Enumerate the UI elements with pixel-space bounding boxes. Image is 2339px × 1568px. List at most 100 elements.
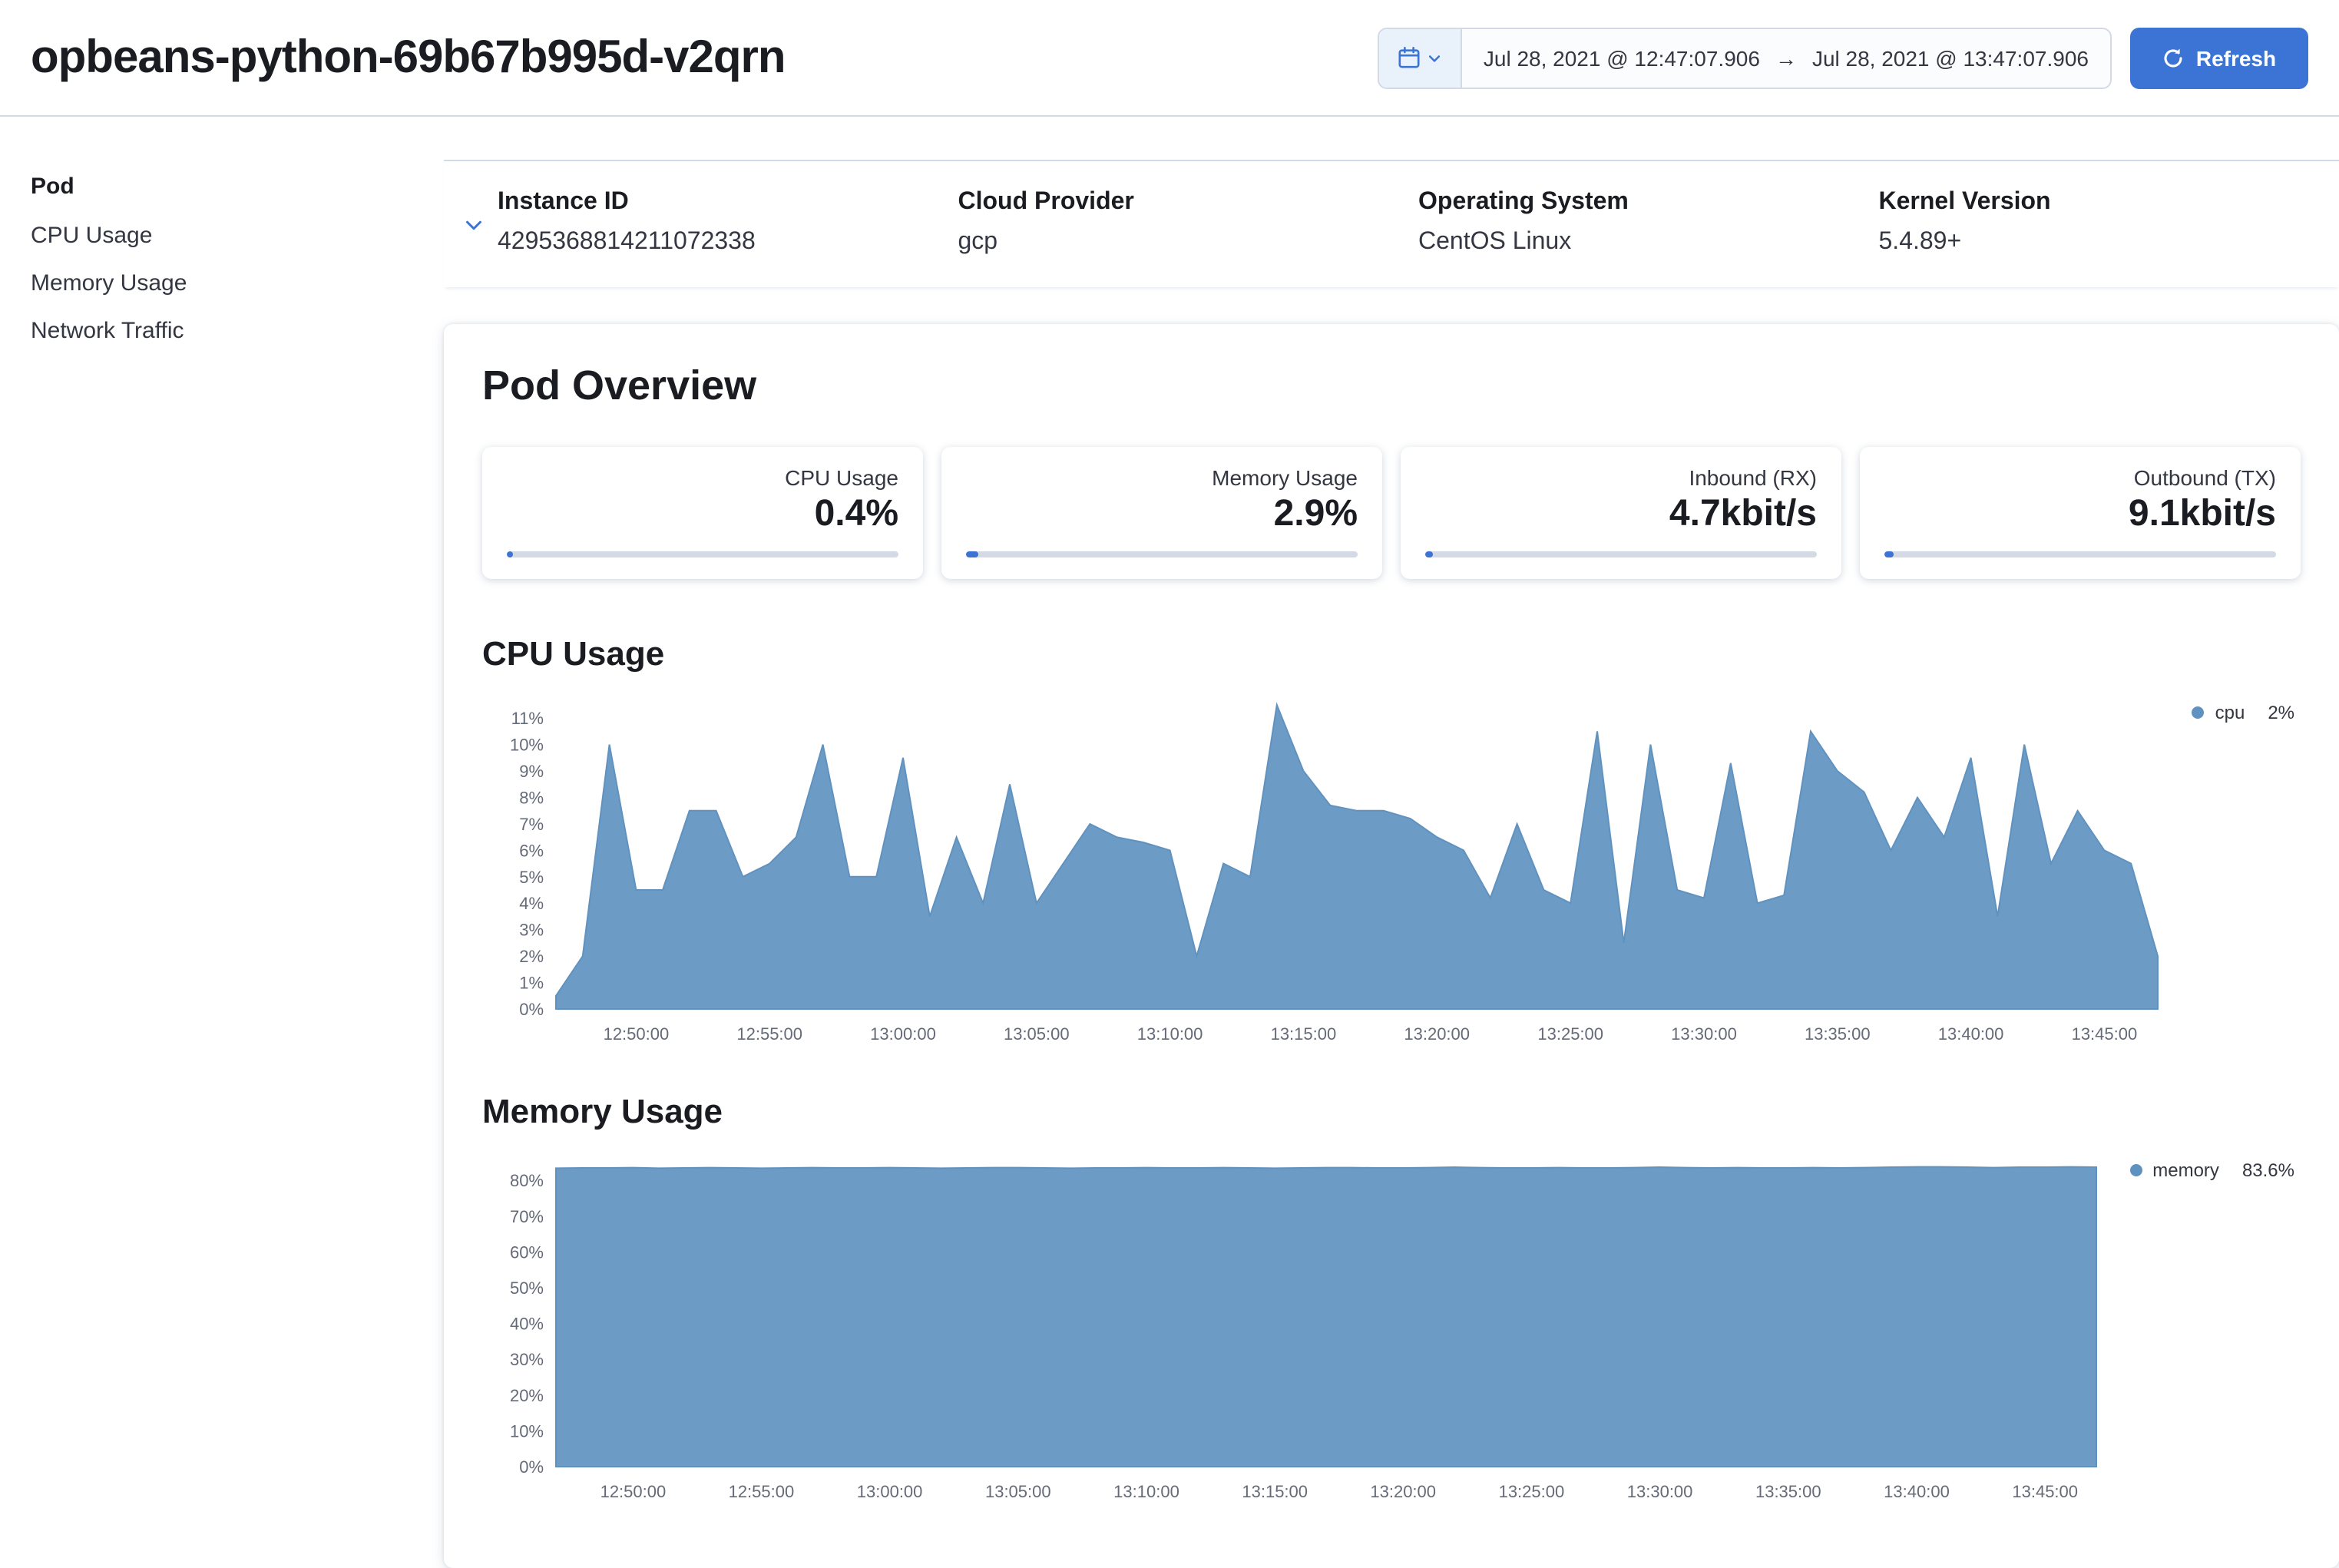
date-quick-select-button[interactable] <box>1379 28 1462 87</box>
metric-card-outbound-tx: Outbound (TX) 9.1kbit/s <box>1860 447 2301 579</box>
svg-text:9%: 9% <box>519 762 544 781</box>
cpu-usage-section-title: CPU Usage <box>482 634 2301 674</box>
sidebar-item-network-traffic[interactable]: Network Traffic <box>31 318 444 344</box>
metrics-row: CPU Usage 0.4% Memory Usage 2.9% Inbound… <box>482 447 2301 579</box>
metric-card-cpu-usage: CPU Usage 0.4% <box>482 447 923 579</box>
svg-text:4%: 4% <box>519 894 544 913</box>
metadata-value: gcp <box>958 229 1419 256</box>
svg-text:5%: 5% <box>519 868 544 887</box>
metric-label: CPU Usage <box>507 465 898 490</box>
svg-text:13:20:00: 13:20:00 <box>1370 1482 1436 1501</box>
metric-progress-bar <box>966 551 1358 557</box>
main-content: Instance ID 4295368814211072338 Cloud Pr… <box>444 117 2339 1568</box>
legend-series-value: 2% <box>2268 702 2294 723</box>
metric-label: Memory Usage <box>966 465 1358 490</box>
svg-text:12:55:00: 12:55:00 <box>736 1024 802 1044</box>
metadata-field-instance-id: Instance ID 4295368814211072338 <box>498 189 958 256</box>
refresh-icon <box>2162 47 2184 68</box>
date-range-arrow-icon: → <box>1775 45 1797 70</box>
start-date-button[interactable]: Jul 28, 2021 @ 12:47:07.906 <box>1484 45 1760 70</box>
sidebar: Pod CPU Usage Memory Usage Network Traff… <box>0 117 444 1568</box>
svg-text:13:30:00: 13:30:00 <box>1627 1482 1693 1501</box>
svg-text:10%: 10% <box>510 1421 544 1441</box>
page-header: opbeans-python-69b67b995d-v2qrn Jul 28, … <box>0 0 2339 117</box>
svg-text:13:25:00: 13:25:00 <box>1499 1482 1565 1501</box>
metadata-chevron-down-icon[interactable] <box>453 210 498 241</box>
svg-text:13:30:00: 13:30:00 <box>1671 1024 1737 1044</box>
svg-text:13:10:00: 13:10:00 <box>1113 1482 1179 1501</box>
svg-text:10%: 10% <box>510 736 544 755</box>
legend-series-value: 83.6% <box>2242 1159 2294 1181</box>
svg-text:13:25:00: 13:25:00 <box>1537 1024 1603 1044</box>
end-date-button[interactable]: Jul 28, 2021 @ 13:47:07.906 <box>1812 45 2089 70</box>
metadata-label: Cloud Provider <box>958 189 1419 217</box>
metric-label: Outbound (TX) <box>1884 465 2276 490</box>
metric-value: 9.1kbit/s <box>1884 493 2276 536</box>
svg-text:13:10:00: 13:10:00 <box>1137 1024 1203 1044</box>
metadata-value: CentOS Linux <box>1418 229 1879 256</box>
memory-chart-legend: memory 83.6% <box>2102 1153 2301 1181</box>
sidebar-item-cpu-usage[interactable]: CPU Usage <box>31 223 444 249</box>
metadata-field-kernel-version: Kernel Version 5.4.89+ <box>1879 189 2339 256</box>
metric-progress-fill <box>1425 551 1433 557</box>
chevron-down-icon <box>1427 50 1442 65</box>
metadata-field-cloud-provider: Cloud Provider gcp <box>958 189 1419 256</box>
svg-text:50%: 50% <box>510 1279 544 1298</box>
metric-label: Inbound (RX) <box>1425 465 1817 490</box>
svg-text:13:15:00: 13:15:00 <box>1242 1482 1308 1501</box>
memory-usage-section-title: Memory Usage <box>482 1092 2301 1132</box>
sidebar-heading-pod: Pod <box>31 174 444 200</box>
svg-text:1%: 1% <box>519 974 544 993</box>
metric-progress-bar <box>1425 551 1817 557</box>
metric-card-memory-usage: Memory Usage 2.9% <box>941 447 1382 579</box>
svg-text:13:15:00: 13:15:00 <box>1271 1024 1337 1044</box>
legend-dot-icon <box>2192 706 2205 719</box>
svg-text:80%: 80% <box>510 1171 544 1190</box>
svg-text:7%: 7% <box>519 815 544 834</box>
svg-text:13:45:00: 13:45:00 <box>2012 1482 2078 1501</box>
date-range-picker: Jul 28, 2021 @ 12:47:07.906 → Jul 28, 20… <box>1378 27 2112 88</box>
svg-text:13:05:00: 13:05:00 <box>1004 1024 1070 1044</box>
svg-text:70%: 70% <box>510 1207 544 1226</box>
svg-text:0%: 0% <box>519 1000 544 1019</box>
legend-series-name: cpu <box>2215 702 2245 723</box>
svg-text:12:55:00: 12:55:00 <box>729 1482 795 1501</box>
metadata-grid: Instance ID 4295368814211072338 Cloud Pr… <box>498 189 2339 256</box>
metric-progress-fill <box>966 551 978 557</box>
metadata-field-operating-system: Operating System CentOS Linux <box>1418 189 1879 256</box>
svg-text:11%: 11% <box>511 709 544 728</box>
metric-progress-fill <box>1884 551 1894 557</box>
svg-text:20%: 20% <box>510 1386 544 1405</box>
svg-text:12:50:00: 12:50:00 <box>604 1024 670 1044</box>
calendar-icon <box>1398 46 1421 69</box>
pod-overview-card: Pod Overview CPU Usage 0.4% Memory Usage… <box>444 324 2339 1568</box>
svg-text:60%: 60% <box>510 1242 544 1262</box>
metric-value: 0.4% <box>507 493 898 536</box>
metadata-label: Operating System <box>1418 189 1879 217</box>
metric-progress-fill <box>507 551 513 557</box>
metadata-value: 4295368814211072338 <box>498 229 958 256</box>
svg-text:13:00:00: 13:00:00 <box>870 1024 936 1044</box>
page: opbeans-python-69b67b995d-v2qrn Jul 28, … <box>0 0 2339 1525</box>
page-title: opbeans-python-69b67b995d-v2qrn <box>31 31 786 84</box>
date-range-display: Jul 28, 2021 @ 12:47:07.906 → Jul 28, 20… <box>1462 28 2110 87</box>
cpu-chart-legend: cpu 2% <box>2165 696 2301 723</box>
metadata-value: 5.4.89+ <box>1879 229 2339 256</box>
svg-text:12:50:00: 12:50:00 <box>600 1482 667 1501</box>
metadata-panel: Instance ID 4295368814211072338 Cloud Pr… <box>444 160 2339 287</box>
svg-text:6%: 6% <box>519 841 544 860</box>
svg-text:13:35:00: 13:35:00 <box>1805 1024 1871 1044</box>
sidebar-item-memory-usage[interactable]: Memory Usage <box>31 270 444 296</box>
svg-text:13:20:00: 13:20:00 <box>1404 1024 1470 1044</box>
refresh-button[interactable]: Refresh <box>2130 27 2308 88</box>
svg-text:13:00:00: 13:00:00 <box>857 1482 923 1501</box>
metric-value: 2.9% <box>966 493 1358 536</box>
refresh-label: Refresh <box>2196 45 2276 70</box>
header-controls: Jul 28, 2021 @ 12:47:07.906 → Jul 28, 20… <box>1378 27 2308 88</box>
legend-series-name: memory <box>2152 1159 2219 1181</box>
svg-text:13:40:00: 13:40:00 <box>1884 1482 1950 1501</box>
